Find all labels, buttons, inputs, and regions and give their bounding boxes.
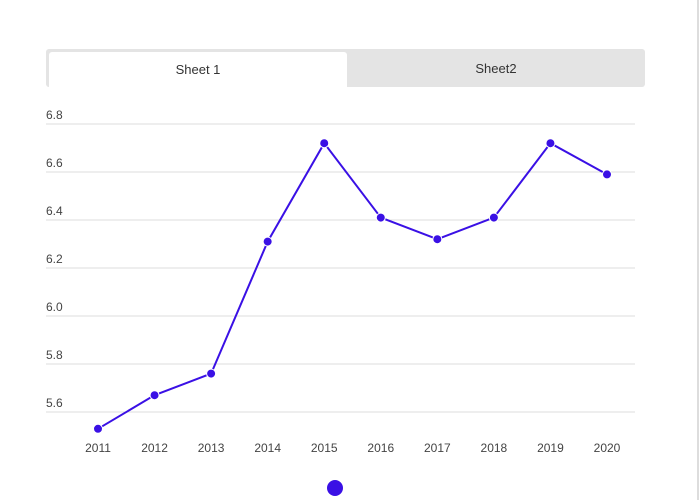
x-tick-label: 2016: [367, 441, 394, 455]
data-point: [93, 423, 103, 434]
data-point: [545, 138, 556, 149]
x-tick-label: 2018: [481, 441, 508, 455]
data-point: [149, 390, 160, 401]
y-tick-label: 6.2: [46, 252, 63, 266]
data-point: [319, 138, 330, 149]
y-tick-label: 5.8: [46, 348, 63, 362]
y-tick-label: 6.6: [46, 156, 63, 170]
x-tick-label: 2012: [141, 441, 168, 455]
x-tick-label: 2019: [537, 441, 564, 455]
series-line: [97, 141, 608, 430]
x-tick-label: 2015: [311, 441, 338, 455]
y-tick-label: 5.6: [46, 396, 63, 410]
data-point: [432, 234, 443, 245]
data-point: [488, 212, 499, 223]
data-point: [262, 236, 273, 247]
data-point: [206, 368, 217, 379]
x-tick-label: 2014: [254, 441, 281, 455]
x-tick-label: 2011: [85, 441, 111, 455]
y-tick-label: 6.0: [46, 300, 63, 314]
legend-marker[interactable]: [327, 480, 343, 496]
data-point: [602, 169, 612, 180]
sheet-tabs: Sheet 1 Sheet2: [46, 49, 645, 87]
y-tick-label: 6.8: [46, 108, 63, 122]
data-point: [375, 212, 386, 223]
x-tick-label: 2020: [594, 441, 621, 455]
tab[interactable]: Sheet2: [475, 60, 517, 76]
y-tick-label: 6.4: [46, 204, 63, 218]
x-tick-label: 2013: [198, 441, 225, 455]
window-edge: [697, 0, 699, 500]
x-tick-label: 2017: [424, 441, 451, 455]
tab[interactable]: Sheet 1: [49, 52, 347, 87]
